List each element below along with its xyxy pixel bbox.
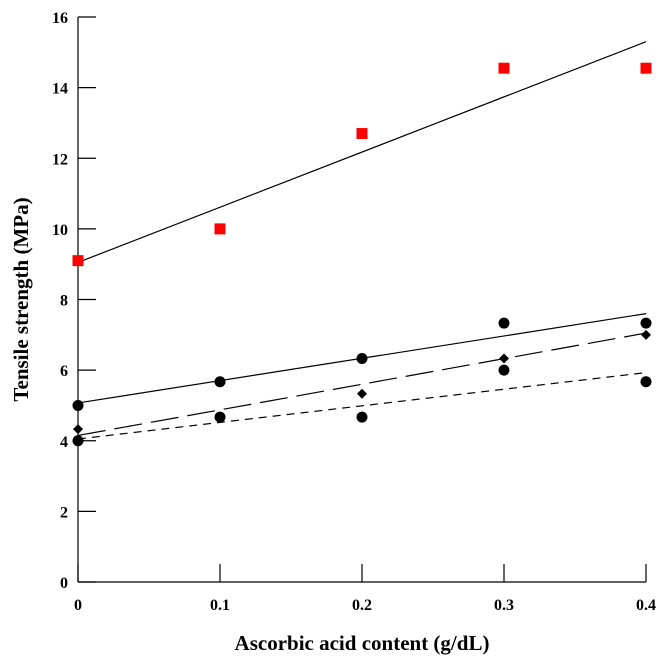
data-point-series-4 [214,411,226,423]
fit-lines [77,41,647,440]
y-tick-label: 16 [52,10,68,27]
data-point-series-3 [641,329,651,340]
y-tick-label: 0 [60,575,68,592]
data-point-series-1 [498,62,510,74]
data-points [72,62,652,447]
y-tick-label: 4 [60,434,68,451]
data-point-series-3 [357,388,367,399]
data-point-series-1 [72,255,84,267]
data-point-series-2 [72,399,84,411]
x-tick-label: 0.1 [210,597,230,614]
y-tick-label: 2 [60,504,68,521]
data-point-series-1 [214,223,226,235]
data-point-series-3 [499,353,509,364]
data-point-series-1 [356,128,368,140]
fit-line-series-1 [77,41,647,263]
y-tick-label: 12 [52,151,68,168]
data-point-series-1 [640,62,652,74]
data-point-series-4 [356,411,368,423]
data-point-series-2 [498,317,510,329]
fit-line-series-4 [77,372,647,440]
axes: 0 2 4 6 8 10 12 14 16 0 0.1 0.2 0.3 0.4 [52,10,656,614]
x-tick-label: 0.3 [494,597,514,614]
y-tick-label: 14 [52,81,68,98]
data-point-series-4 [498,364,510,376]
data-point-series-3 [73,424,83,435]
data-point-series-2 [214,376,226,388]
x-tick-label: 0 [74,597,82,614]
y-tick-label: 10 [52,222,68,239]
data-point-series-2 [640,317,652,329]
data-point-series-4 [72,435,84,447]
data-point-series-2 [356,352,368,364]
y-tick-label: 6 [60,363,68,380]
fit-line-series-3 [77,332,647,437]
y-tick-label: 8 [60,293,68,310]
data-point-series-4 [640,376,652,388]
x-axis-label: Ascorbic acid content (g/dL) [235,631,490,655]
x-tick-label: 0.2 [352,597,372,614]
y-axis-label: Tensile strength (MPa) [9,197,33,401]
x-tick-label: 0.4 [636,597,656,614]
